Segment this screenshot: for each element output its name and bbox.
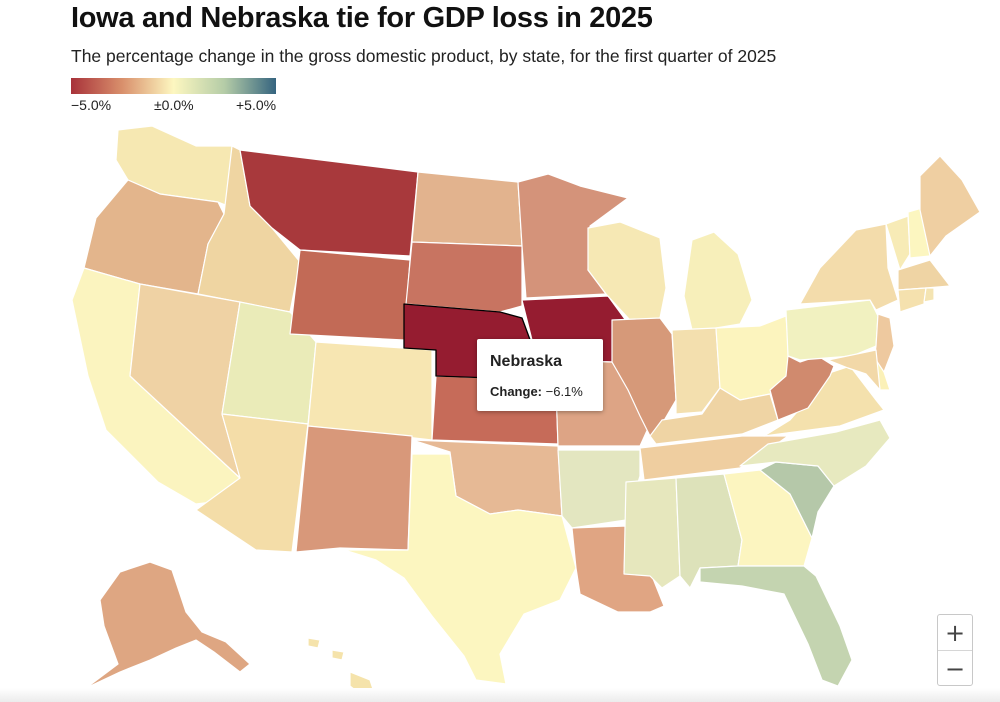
legend-gradient-bar xyxy=(71,78,276,94)
bottom-edge-shade xyxy=(0,688,1000,702)
tooltip-change-label: Change: xyxy=(490,384,542,399)
state-new-york[interactable] xyxy=(799,223,899,311)
state-connecticut[interactable] xyxy=(897,287,927,313)
state-wyoming[interactable] xyxy=(289,249,411,341)
map-title: Iowa and Nebraska tie for GDP loss in 20… xyxy=(71,2,653,34)
zoom-control: + − xyxy=(937,614,973,686)
zoom-out-button[interactable]: − xyxy=(944,654,966,683)
state-maryland[interactable] xyxy=(827,349,881,391)
state-vermont[interactable] xyxy=(885,215,911,271)
tooltip-change-value: −6.1% xyxy=(545,384,583,399)
state-washington[interactable] xyxy=(115,125,233,207)
state-north-dakota[interactable] xyxy=(411,171,523,247)
state-hawaii[interactable] xyxy=(307,637,321,649)
state-tooltip: Nebraska Change: −6.1% xyxy=(477,339,603,411)
state-south-dakota[interactable] xyxy=(405,241,523,313)
color-legend: −5.0% ±0.0% +5.0% xyxy=(71,78,276,113)
legend-min-label: −5.0% xyxy=(71,97,112,113)
map-subtitle: The percentage change in the gross domes… xyxy=(71,46,777,66)
legend-max-label: +5.0% xyxy=(236,97,277,113)
state-colorado[interactable] xyxy=(307,341,433,441)
state-new-mexico[interactable] xyxy=(295,425,413,553)
state-rhode-island[interactable] xyxy=(923,287,935,303)
state-maine[interactable] xyxy=(919,155,981,257)
state-massachusetts[interactable] xyxy=(897,259,951,291)
state-hawaii[interactable] xyxy=(331,649,345,661)
tooltip-change-row: Change: −6.1% xyxy=(490,384,583,399)
state-alaska[interactable] xyxy=(85,561,251,689)
state-michigan[interactable] xyxy=(683,231,753,331)
tooltip-state-name: Nebraska xyxy=(490,353,563,370)
state-north-carolina[interactable] xyxy=(739,419,891,487)
state-pennsylvania[interactable] xyxy=(785,299,879,361)
state-florida[interactable] xyxy=(699,565,853,687)
state-texas[interactable] xyxy=(343,453,577,685)
state-west-virginia[interactable] xyxy=(769,355,835,421)
zoom-in-button[interactable]: + xyxy=(938,615,972,651)
legend-mid-label: ±0.0% xyxy=(154,97,194,113)
state-mississippi[interactable] xyxy=(623,477,681,589)
